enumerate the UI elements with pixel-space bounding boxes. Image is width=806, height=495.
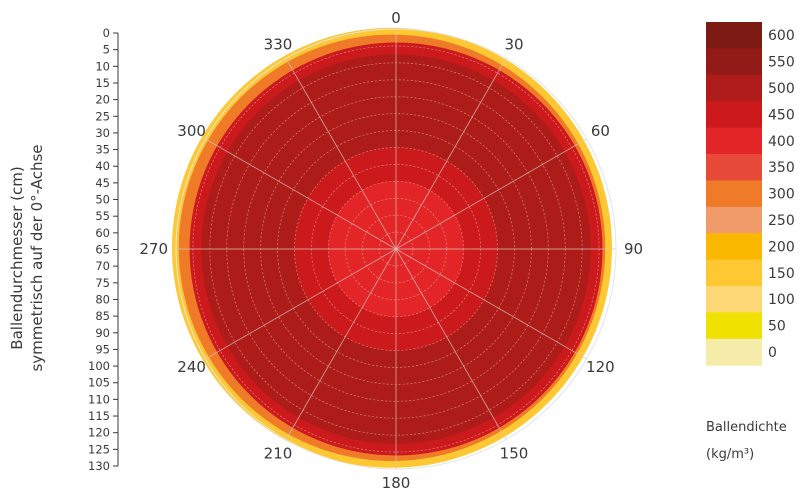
angle-label: 330 [264, 36, 293, 54]
colorbar-swatch [706, 74, 762, 102]
radial-tick-label: 100 [88, 359, 110, 373]
colorbar-label: 500 [768, 81, 795, 97]
grid-spoke [395, 248, 587, 360]
radial-tick-label: 65 [95, 243, 110, 257]
colorbar-swatch [706, 154, 762, 181]
angle-labels: 0 30 60 90 120 150 180 210 240 270 300 330 [139, 9, 643, 492]
radial-tick-label: 95 [95, 342, 110, 356]
angle-label: 120 [586, 358, 615, 376]
colorbar-swatch [706, 338, 762, 366]
grid-spoke [205, 138, 397, 250]
colorbar-label: 150 [768, 266, 795, 282]
colorbar-swatch [706, 180, 762, 208]
colorbar-title-line2: (kg/m³) [706, 447, 754, 462]
colorbar-label: 300 [768, 187, 795, 203]
radial-tick-label: 105 [88, 376, 110, 390]
radial-tick-label: 25 [95, 109, 110, 123]
radial-axis-label-line2: symmetrisch auf der 0°-Achse [28, 144, 46, 371]
radial-tick-label: 20 [95, 93, 110, 107]
colorbar-swatch [706, 206, 762, 234]
colorbar-label: 350 [768, 160, 795, 176]
angle-label: 270 [139, 240, 168, 258]
radial-tick-label: 60 [95, 226, 110, 240]
grid-spoke [395, 248, 507, 440]
grid-spoke [285, 58, 397, 250]
polar-disc [172, 27, 617, 470]
radial-tick-label: 0 [103, 26, 110, 40]
colorbar-label: 400 [768, 134, 795, 150]
colorbar-swatch [706, 286, 762, 313]
colorbar-label: 50 [768, 319, 786, 335]
radial-tick-label: 35 [95, 143, 110, 157]
radial-tick-label: 120 [88, 426, 110, 440]
angle-label: 150 [500, 444, 529, 462]
radial-tick-label: 40 [95, 159, 110, 173]
radial-tick-label: 115 [88, 409, 110, 423]
radial-axis: 0 5 10 15 20 25 30 35 40 45 50 55 60 65 70 75 80 85 90 95 10… [88, 26, 119, 473]
angle-label: 240 [177, 358, 206, 376]
colorbar-swatch [706, 233, 762, 261]
colorbar-swatch [706, 22, 762, 49]
polar-grid [176, 29, 616, 469]
angle-label: 210 [264, 444, 293, 462]
radial-axis-label-line1: Ballendurchmesser (cm) [8, 166, 26, 349]
colorbar-label: 550 [768, 55, 795, 71]
radial-tick-label: 125 [88, 442, 110, 456]
colorbar-swatch [706, 48, 762, 76]
grid-spoke [395, 58, 507, 250]
angle-label: 60 [591, 122, 610, 140]
colorbar-label: 200 [768, 239, 795, 255]
colorbar-label: 0 [768, 345, 777, 361]
colorbar-label: 450 [768, 107, 795, 123]
radial-tick-label: 30 [95, 126, 110, 140]
colorbar-swatch [706, 312, 762, 340]
angle-label: 30 [504, 36, 523, 54]
colorbar-swatch [706, 259, 762, 287]
radial-tick-label: 5 [103, 43, 110, 57]
radial-tick-label: 45 [95, 176, 110, 190]
radial-tick-label: 15 [95, 76, 110, 90]
radial-tick-label: 90 [95, 326, 110, 340]
grid-spoke [285, 248, 397, 440]
colorbar-swatch [706, 101, 762, 129]
colorbar-label: 100 [768, 292, 795, 308]
angle-label: 90 [624, 240, 643, 258]
angle-label: 180 [382, 474, 411, 492]
radial-tick-label: 110 [88, 392, 110, 406]
radial-tick-label: 10 [95, 59, 110, 73]
radial-tick-label: 85 [95, 309, 110, 323]
radial-tick-label: 75 [95, 276, 110, 290]
grid-spoke [395, 138, 587, 250]
colorbar-label: 250 [768, 213, 795, 229]
grid-spoke [205, 248, 397, 360]
radial-tick-label: 80 [95, 292, 110, 306]
colorbar-label: 600 [768, 28, 795, 44]
angle-label: 0 [391, 9, 401, 27]
colorbar-title-line1: Ballendichte [706, 420, 787, 435]
colorbar-swatch [706, 127, 762, 155]
radial-tick-label: 50 [95, 193, 110, 207]
radial-tick-label: 130 [88, 459, 110, 473]
angle-label: 300 [177, 122, 206, 140]
radial-tick-label: 70 [95, 259, 110, 273]
radial-tick-label: 55 [95, 209, 110, 223]
